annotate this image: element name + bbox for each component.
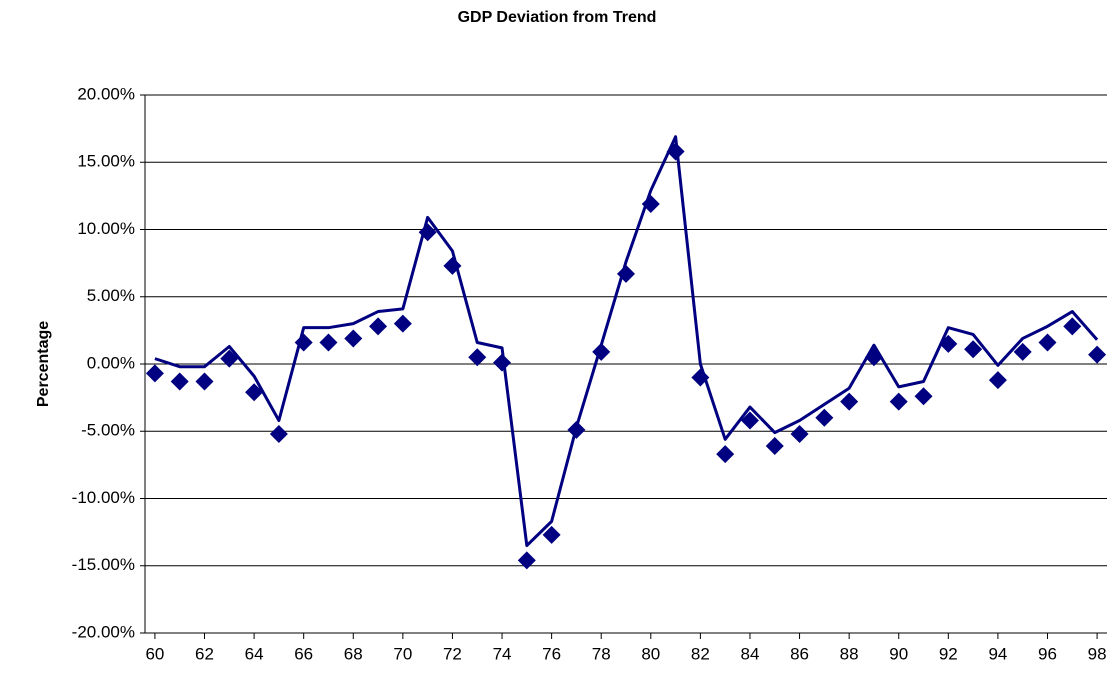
- marker: [517, 551, 536, 570]
- marker: [617, 264, 635, 283]
- marker: [988, 371, 1007, 390]
- x-tick-label: 62: [195, 644, 214, 663]
- x-tick-label: 72: [443, 644, 462, 663]
- marker: [1088, 345, 1107, 364]
- x-tick-label: 88: [840, 644, 859, 663]
- x-tick-label: 96: [1038, 644, 1057, 663]
- x-tick-label: 78: [592, 644, 611, 663]
- marker: [443, 256, 462, 275]
- x-tick-label: 68: [344, 644, 363, 663]
- x-tick-label: 84: [741, 644, 760, 663]
- marker: [294, 333, 313, 352]
- x-tick-label: 74: [493, 644, 512, 663]
- marker: [1013, 342, 1032, 361]
- chart-title: GDP Deviation from Trend: [458, 9, 657, 26]
- x-tick-label: 70: [393, 644, 412, 663]
- marker: [889, 392, 908, 411]
- marker: [1063, 317, 1082, 336]
- x-tick-label: 82: [691, 644, 710, 663]
- marker: [641, 194, 660, 213]
- marker: [914, 387, 933, 406]
- x-tick-label: 80: [641, 644, 660, 663]
- marker: [939, 334, 958, 353]
- marker: [542, 525, 561, 544]
- marker: [170, 372, 189, 391]
- y-tick-label: 0.00%: [87, 353, 135, 372]
- marker: [691, 368, 710, 387]
- marker: [666, 142, 685, 161]
- y-tick-label: 20.00%: [77, 84, 135, 103]
- y-axis-title: Percentage: [35, 321, 52, 407]
- marker: [964, 340, 983, 359]
- marker: [145, 364, 164, 383]
- marker: [1038, 333, 1057, 352]
- marker: [220, 349, 239, 368]
- x-tick-label: 86: [790, 644, 809, 663]
- marker: [716, 445, 735, 464]
- marker: [740, 411, 759, 430]
- y-tick-label: 15.00%: [77, 152, 135, 171]
- x-tick-label: 76: [542, 644, 561, 663]
- x-tick-label: 94: [988, 644, 1007, 663]
- x-tick-label: 92: [939, 644, 958, 663]
- marker: [369, 317, 388, 336]
- marker: [468, 348, 487, 367]
- y-tick-label: -15.00%: [72, 555, 135, 574]
- marker: [840, 392, 859, 411]
- marker: [344, 329, 363, 348]
- marker: [418, 223, 437, 242]
- y-tick-label: -10.00%: [72, 488, 135, 507]
- y-tick-label: -5.00%: [81, 421, 135, 440]
- x-tick-label: 64: [245, 644, 264, 663]
- x-tick-label: 60: [145, 644, 164, 663]
- marker: [245, 383, 264, 402]
- marker: [765, 437, 784, 456]
- marker: [393, 314, 412, 333]
- marker: [269, 424, 288, 443]
- marker: [815, 408, 834, 427]
- marker: [592, 342, 611, 361]
- x-tick-label: 98: [1088, 644, 1107, 663]
- marker: [790, 424, 809, 443]
- marker: [319, 333, 338, 352]
- marker: [493, 353, 512, 372]
- line: [154, 135, 1099, 548]
- y-tick-label: 10.00%: [77, 219, 135, 238]
- y-tick-label: -20.00%: [72, 622, 135, 641]
- x-tick-label: 90: [889, 644, 908, 663]
- marker: [864, 348, 883, 367]
- y-tick-label: 5.00%: [87, 286, 135, 305]
- marker: [195, 372, 214, 391]
- marker: [567, 420, 586, 439]
- x-tick-label: 66: [294, 644, 313, 663]
